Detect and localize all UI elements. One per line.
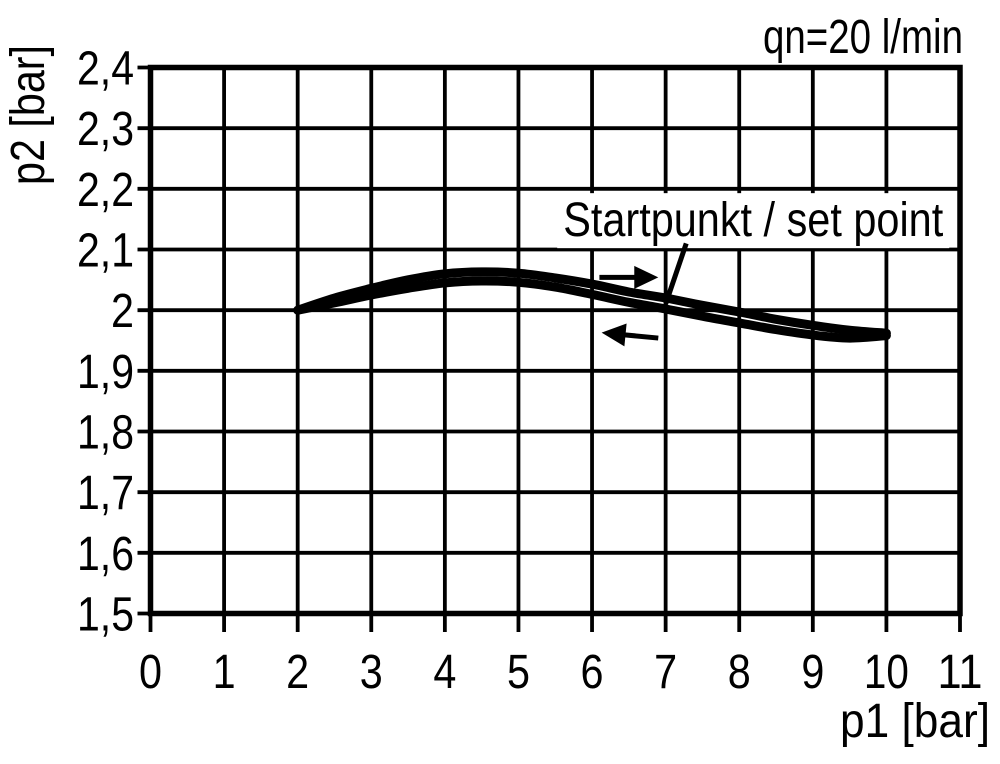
- x-tick-label: 11: [938, 646, 983, 699]
- y-tick-label: 1,6: [77, 528, 134, 581]
- set-point-annotation-label: Startpunkt / set point: [563, 194, 943, 247]
- y-tick-label: 2,3: [77, 103, 134, 156]
- x-axis-label: p1 [bar]: [840, 695, 990, 748]
- hysteresis-curves: [293, 267, 891, 343]
- y-tick-label: 2,2: [77, 164, 134, 217]
- x-tick-label: 8: [728, 646, 751, 699]
- x-tick-label: 4: [433, 646, 456, 699]
- chart-title-flow-rate: qn=20 l/min: [763, 11, 963, 64]
- direction-arrow-right-icon: [599, 265, 659, 289]
- curve-hysteresis-upper-branch: [293, 267, 891, 338]
- y-tick-label: 2,4: [77, 43, 134, 96]
- x-tick-label: 3: [360, 646, 383, 699]
- annotation-leader-line: [663, 242, 689, 305]
- y-axis-label: p2 [bar]: [2, 45, 55, 185]
- y-axis-tick-labels: 2,4 2,3 2,2 2,1 2 1,9 1,8 1,7 1,6 1,5: [77, 43, 134, 642]
- x-tick-label: 10: [864, 646, 909, 699]
- grid-lines: [137, 65, 962, 632]
- x-tick-label: 1: [213, 646, 236, 699]
- y-tick-label: 1,7: [77, 467, 134, 520]
- x-tick-label: 5: [507, 646, 530, 699]
- x-tick-label: 2: [286, 646, 309, 699]
- x-axis-tick-labels: 0 1 2 3 4 5 6 7 8 9 10 11: [139, 646, 983, 699]
- y-tick-label: 1,5: [77, 589, 134, 642]
- x-tick-label: 0: [139, 646, 162, 699]
- y-tick-label: 2: [111, 285, 134, 338]
- x-tick-label: 6: [581, 646, 604, 699]
- x-tick-label: 7: [654, 646, 677, 699]
- flow-direction-arrows: [599, 265, 659, 347]
- y-tick-label: 1,8: [77, 407, 134, 460]
- y-tick-label: 1,9: [77, 346, 134, 399]
- direction-arrow-left-icon: [601, 323, 659, 347]
- curve-hysteresis-lower-branch: [293, 276, 891, 343]
- y-tick-label: 2,1: [77, 225, 134, 278]
- plot-border: [147, 64, 963, 617]
- annotation-background: [557, 193, 950, 249]
- x-tick-label: 9: [801, 646, 824, 699]
